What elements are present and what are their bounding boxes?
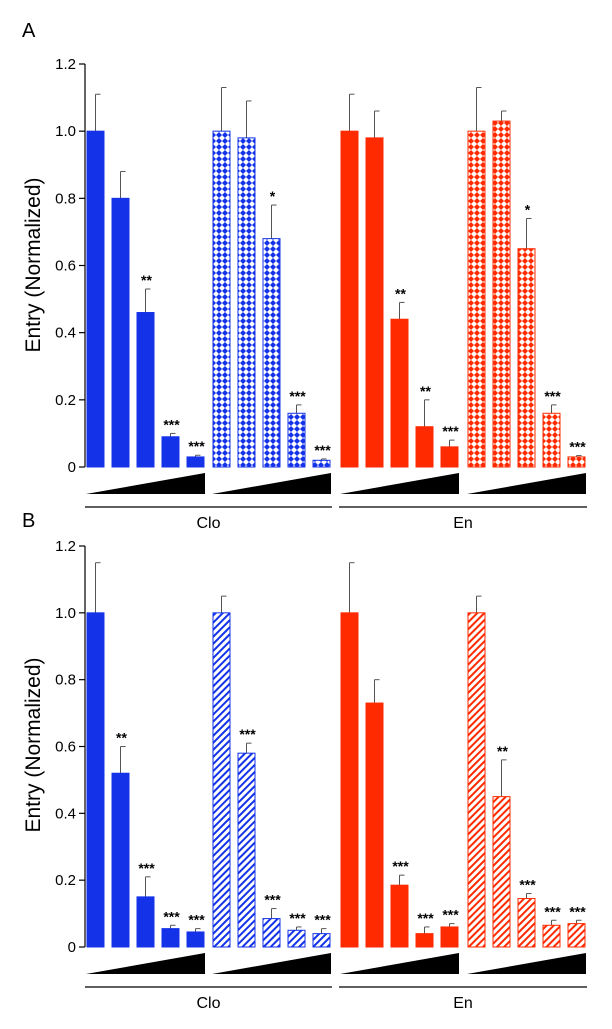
- concentration-wedge: [86, 953, 205, 974]
- bar: [161, 436, 180, 468]
- bar: [517, 898, 536, 948]
- significance-label: ***: [314, 442, 331, 458]
- bar: [312, 459, 331, 468]
- concentration-wedge: [86, 473, 205, 494]
- y-tick-label: 0.4: [55, 805, 76, 822]
- bar: [312, 933, 331, 948]
- bar: [542, 412, 561, 468]
- bar: [415, 426, 434, 468]
- bar: [517, 248, 536, 468]
- significance-label: ***: [163, 416, 180, 432]
- y-axis-label: Entry (Normalized): [22, 657, 45, 832]
- bar: [415, 933, 434, 948]
- bar: [365, 702, 384, 948]
- bar: [136, 896, 155, 948]
- y-tick-label: 0.2: [55, 872, 76, 889]
- significance-label: ***: [264, 892, 281, 908]
- y-tick-label: 0.6: [55, 739, 76, 756]
- bar: [390, 318, 409, 468]
- significance-label: ***: [569, 439, 586, 455]
- bar: [440, 926, 459, 948]
- concentration-wedge: [340, 473, 459, 494]
- significance-label: *: [270, 188, 276, 204]
- bar: [340, 612, 359, 948]
- y-tick-label: 1.2: [55, 538, 76, 555]
- bar: [340, 130, 359, 468]
- significance-label: ***: [289, 388, 306, 404]
- bar: [287, 412, 306, 468]
- panel-label: B: [22, 510, 35, 532]
- bar: [262, 238, 281, 468]
- significance-label: ***: [544, 903, 561, 919]
- concentration-wedge: [212, 473, 331, 494]
- bar: [440, 446, 459, 468]
- bar: [237, 137, 256, 468]
- y-tick-label: 0.2: [55, 392, 76, 409]
- bar: [136, 312, 155, 468]
- bar: [567, 923, 586, 948]
- concentration-wedge: [212, 953, 331, 974]
- significance-label: ***: [519, 877, 536, 893]
- bar: [492, 796, 511, 948]
- bar: [287, 929, 306, 948]
- y-tick-label: 0.6: [55, 258, 76, 275]
- bar: [161, 928, 180, 948]
- y-tick-label: 0.8: [55, 190, 76, 207]
- significance-label: **: [116, 730, 127, 746]
- significance-label: **: [141, 272, 152, 288]
- significance-label: *: [525, 201, 531, 217]
- bar: [262, 918, 281, 948]
- significance-label: ***: [138, 860, 155, 876]
- concentration-wedge: [467, 473, 586, 494]
- significance-label: ***: [188, 438, 205, 454]
- bar: [467, 130, 486, 468]
- y-tick-label: 1.0: [55, 605, 76, 622]
- concentration-wedge: [340, 953, 459, 974]
- y-tick-label: 0: [68, 939, 76, 956]
- panel-label: A: [22, 20, 36, 42]
- bar: [542, 924, 561, 948]
- group-label-en: En: [453, 995, 473, 1012]
- significance-label: ***: [188, 912, 205, 928]
- bar: [186, 931, 205, 948]
- bar: [390, 884, 409, 948]
- significance-label: **: [497, 743, 508, 759]
- bar: [111, 772, 130, 948]
- group-label-clo: Clo: [196, 515, 220, 532]
- bar: [492, 120, 511, 468]
- bar: [567, 456, 586, 468]
- bar: [467, 612, 486, 948]
- significance-label: ***: [442, 907, 459, 923]
- bar: [186, 456, 205, 468]
- y-tick-label: 0.8: [55, 672, 76, 689]
- significance-label: ***: [417, 910, 434, 926]
- significance-label: ***: [289, 910, 306, 926]
- bar: [111, 197, 130, 468]
- bar: [86, 612, 105, 948]
- significance-label: **: [420, 383, 431, 399]
- y-axis-label: Entry (Normalized): [22, 177, 45, 352]
- significance-label: ***: [569, 903, 586, 919]
- bar: [86, 130, 105, 468]
- significance-label: ***: [392, 858, 409, 874]
- y-tick-label: 0.4: [55, 325, 76, 342]
- y-tick-label: 0: [68, 459, 76, 476]
- significance-label: ***: [544, 388, 561, 404]
- concentration-wedge: [467, 953, 586, 974]
- group-label-en: En: [453, 515, 473, 532]
- significance-label: ***: [163, 908, 180, 924]
- significance-label: ***: [442, 423, 459, 439]
- bar: [365, 137, 384, 468]
- significance-label: **: [395, 285, 406, 301]
- significance-label: ***: [314, 912, 331, 928]
- group-label-clo: Clo: [196, 995, 220, 1012]
- significance-label: ***: [239, 726, 256, 742]
- y-tick-label: 1.2: [55, 56, 76, 73]
- bar: [237, 752, 256, 948]
- bar: [212, 612, 231, 948]
- y-tick-label: 1.0: [55, 123, 76, 140]
- bar: [212, 130, 231, 468]
